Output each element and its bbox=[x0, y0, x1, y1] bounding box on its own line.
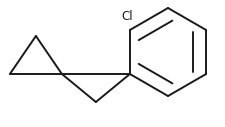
Text: Cl: Cl bbox=[121, 10, 132, 23]
